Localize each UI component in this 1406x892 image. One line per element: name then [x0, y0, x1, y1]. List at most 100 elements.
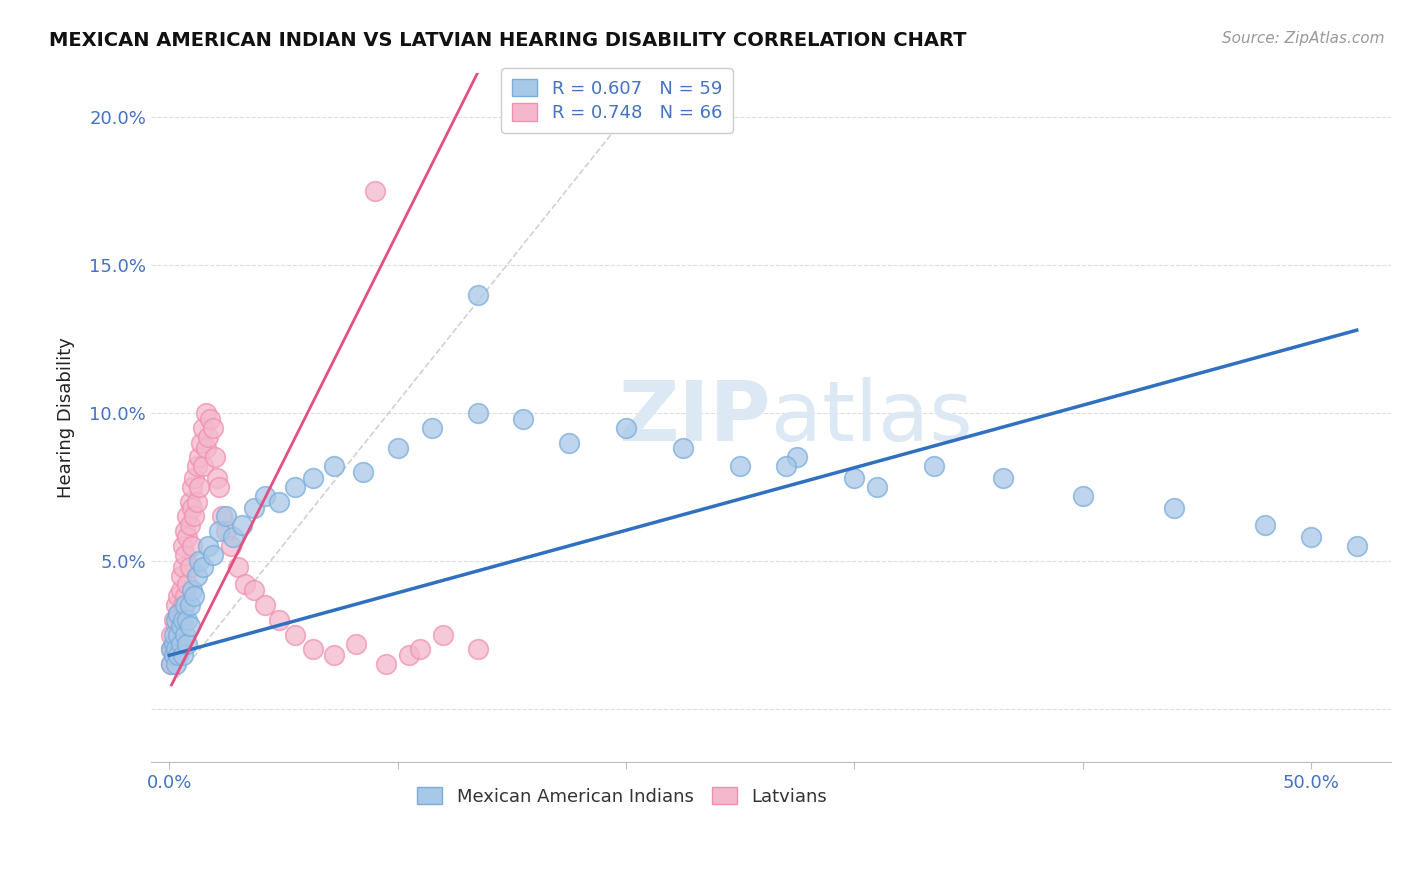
Point — [233, 577, 256, 591]
Text: MEXICAN AMERICAN INDIAN VS LATVIAN HEARING DISABILITY CORRELATION CHART: MEXICAN AMERICAN INDIAN VS LATVIAN HEARI… — [49, 31, 967, 50]
Point — [201, 548, 224, 562]
Point — [614, 421, 637, 435]
Point — [186, 494, 208, 508]
Point — [186, 459, 208, 474]
Point — [1163, 500, 1185, 515]
Point — [163, 648, 186, 663]
Point — [169, 613, 191, 627]
Point — [284, 627, 307, 641]
Point — [174, 598, 197, 612]
Point — [167, 589, 190, 603]
Point — [169, 619, 191, 633]
Point — [467, 406, 489, 420]
Point — [167, 607, 190, 621]
Point — [204, 450, 226, 465]
Point — [844, 471, 866, 485]
Point — [165, 619, 187, 633]
Point — [672, 442, 695, 456]
Point — [219, 539, 242, 553]
Point — [169, 583, 191, 598]
Point — [169, 636, 191, 650]
Point — [991, 471, 1014, 485]
Point — [302, 471, 325, 485]
Point — [512, 412, 534, 426]
Point — [200, 412, 222, 426]
Point — [174, 524, 197, 539]
Point — [176, 509, 198, 524]
Point — [254, 598, 277, 612]
Point — [186, 568, 208, 582]
Point — [181, 583, 204, 598]
Point — [194, 442, 217, 456]
Point — [231, 518, 253, 533]
Point — [1346, 539, 1368, 553]
Point — [215, 524, 238, 539]
Point — [211, 509, 233, 524]
Point — [222, 530, 245, 544]
Point — [160, 657, 183, 672]
Point — [193, 559, 215, 574]
Point — [163, 627, 186, 641]
Point — [183, 509, 205, 524]
Point — [165, 648, 187, 663]
Legend: Mexican American Indians, Latvians: Mexican American Indians, Latvians — [408, 778, 837, 814]
Point — [226, 559, 249, 574]
Point — [165, 636, 187, 650]
Point — [174, 589, 197, 603]
Point — [169, 636, 191, 650]
Point — [1071, 489, 1094, 503]
Point — [866, 480, 889, 494]
Point — [163, 636, 186, 650]
Point — [172, 648, 194, 663]
Point — [174, 627, 197, 641]
Point — [160, 627, 183, 641]
Point — [242, 583, 264, 598]
Point — [432, 627, 454, 641]
Point — [167, 607, 190, 621]
Point — [172, 598, 194, 612]
Point — [163, 636, 186, 650]
Point — [174, 548, 197, 562]
Point — [420, 421, 443, 435]
Point — [267, 494, 290, 508]
Point — [176, 530, 198, 544]
Text: Source: ZipAtlas.com: Source: ZipAtlas.com — [1222, 31, 1385, 46]
Point — [167, 627, 190, 641]
Point — [183, 589, 205, 603]
Point — [1299, 530, 1322, 544]
Point — [205, 471, 228, 485]
Point — [172, 613, 194, 627]
Point — [176, 577, 198, 591]
Point — [169, 568, 191, 582]
Point — [193, 421, 215, 435]
Point — [215, 509, 238, 524]
Point — [172, 539, 194, 553]
Point — [201, 421, 224, 435]
Point — [346, 636, 368, 650]
Point — [165, 598, 187, 612]
Point — [165, 657, 187, 672]
Point — [160, 642, 183, 657]
Point — [176, 636, 198, 650]
Point — [786, 450, 808, 465]
Point — [775, 459, 797, 474]
Point — [254, 489, 277, 503]
Point — [728, 459, 751, 474]
Point — [284, 480, 307, 494]
Y-axis label: Hearing Disability: Hearing Disability — [58, 337, 75, 498]
Point — [187, 554, 209, 568]
Point — [163, 648, 186, 663]
Point — [179, 494, 201, 508]
Text: ZIP: ZIP — [619, 377, 770, 458]
Point — [322, 648, 344, 663]
Point — [172, 559, 194, 574]
Point — [467, 642, 489, 657]
Point — [187, 480, 209, 494]
Point — [242, 500, 264, 515]
Point — [387, 442, 409, 456]
Point — [160, 657, 183, 672]
Point — [181, 500, 204, 515]
Point — [467, 287, 489, 301]
Point — [179, 559, 201, 574]
Point — [398, 648, 420, 663]
